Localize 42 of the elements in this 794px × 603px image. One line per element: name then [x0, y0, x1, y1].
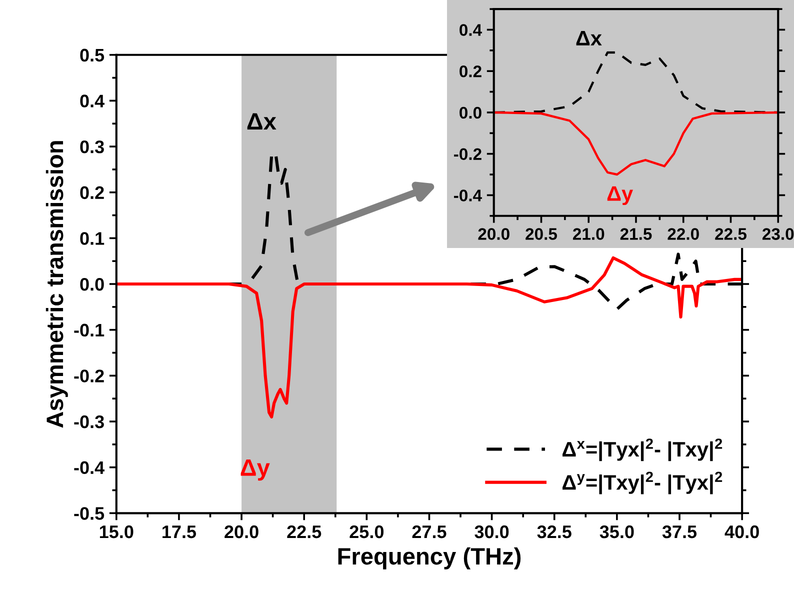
x-tick-label: 21.0	[572, 228, 604, 240]
y-tick-label: 0.2	[460, 65, 482, 78]
y-axis-title: Asymmetric transmission	[46, 141, 68, 428]
x-tick-label: 20.0	[224, 525, 258, 538]
y-tick-label: -0.4	[454, 190, 482, 202]
annotation: Δy	[240, 459, 270, 481]
y-tick-label: 0.2	[80, 186, 104, 200]
x-tick-label: 30.0	[474, 525, 509, 538]
x-tick-label: 23.0	[762, 228, 794, 240]
y-tick-label: 0.5	[80, 48, 104, 62]
annotation: Δx	[576, 31, 602, 46]
y-tick-label: -0.5	[74, 507, 104, 520]
x-tick-label: 27.5	[412, 525, 446, 538]
x-tick-label: 22.5	[287, 525, 322, 538]
x-tick-label: 21.5	[620, 228, 652, 240]
x-tick-label: 20.5	[526, 228, 557, 240]
y-tick-label: 0.0	[80, 278, 104, 291]
x-tick-label: 15.0	[100, 525, 134, 538]
x-tick-label: 25.0	[350, 525, 384, 538]
y-tick-label: 0.4	[80, 94, 104, 108]
y-tick-label: 0.3	[80, 140, 104, 154]
x-tick-label: 40.0	[724, 525, 759, 538]
y-tick-label: -0.4	[74, 461, 104, 474]
x-tick-label: 32.5	[537, 525, 572, 538]
y-tick-label: 0.1	[80, 232, 104, 245]
y-tick-label: 0.4	[460, 24, 482, 36]
y-tick-label: -0.2	[74, 370, 104, 382]
x-tick-label: 22.0	[668, 228, 699, 240]
y-tick-label: -0.3	[74, 415, 104, 428]
y-tick-label: -0.2	[454, 148, 482, 160]
annotation: Δx	[247, 113, 276, 130]
x-tick-label: 35.0	[600, 525, 634, 538]
legend-label: Δ$^{x}$=|Tyx|$^{2}$- |Txy|$^{2}$	[562, 438, 722, 462]
y-tick-label: 0.0	[460, 106, 482, 119]
y-tick-label: -0.1	[74, 324, 104, 337]
legend-label: Δ$^{y}$=|Txy|$^{2}$- |Tyx|$^{2}$	[562, 472, 722, 494]
x-tick-label: 22.5	[715, 228, 746, 240]
x-axis-title: Frequency (THz)	[338, 547, 521, 570]
x-tick-label: 20.0	[478, 228, 510, 240]
x-tick-label: 17.5	[162, 526, 196, 538]
x-tick-label: 37.5	[662, 525, 697, 538]
annotation: Δy	[607, 186, 633, 206]
